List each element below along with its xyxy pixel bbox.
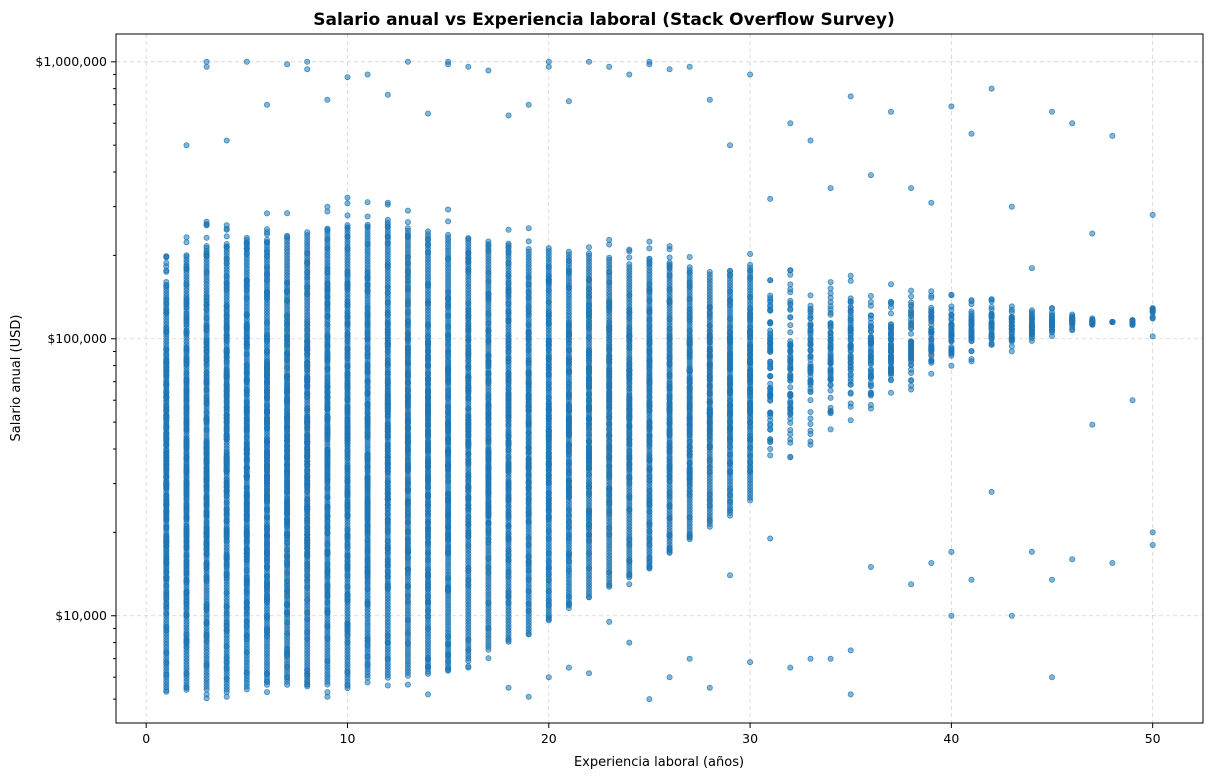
data-point bbox=[223, 240, 230, 247]
data-point bbox=[163, 253, 170, 260]
data-point bbox=[384, 221, 391, 228]
data-point bbox=[465, 235, 472, 242]
data-point bbox=[223, 233, 230, 240]
grid bbox=[116, 34, 1203, 723]
data-point bbox=[384, 199, 391, 206]
data-point bbox=[203, 221, 210, 228]
data-point bbox=[445, 231, 452, 238]
data-point bbox=[163, 259, 170, 266]
data-point bbox=[284, 232, 291, 239]
data-point bbox=[324, 203, 331, 210]
data-point bbox=[445, 206, 452, 213]
data-point bbox=[445, 218, 452, 225]
data-point bbox=[284, 210, 291, 217]
data-point bbox=[324, 225, 331, 232]
data-point bbox=[404, 207, 411, 214]
data-point bbox=[263, 229, 270, 236]
data-point bbox=[183, 234, 190, 241]
data-point bbox=[344, 194, 351, 201]
data-points bbox=[163, 58, 1156, 703]
data-point bbox=[163, 267, 170, 274]
data-point bbox=[364, 213, 371, 220]
data-point bbox=[404, 681, 411, 688]
data-point bbox=[203, 245, 210, 252]
data-point bbox=[424, 228, 431, 235]
data-point bbox=[404, 225, 411, 232]
data-point bbox=[404, 219, 411, 226]
data-point bbox=[364, 199, 371, 206]
data-point bbox=[344, 200, 351, 207]
data-point bbox=[263, 210, 270, 217]
data-point bbox=[203, 234, 210, 241]
data-point bbox=[485, 655, 492, 662]
data-point bbox=[223, 226, 230, 233]
data-point bbox=[344, 222, 351, 229]
chart-title: Salario anual vs Experiencia laboral (St… bbox=[313, 10, 894, 30]
data-point bbox=[364, 221, 371, 228]
data-point bbox=[243, 236, 250, 243]
data-point bbox=[163, 278, 170, 285]
data-point bbox=[344, 212, 351, 219]
data-point bbox=[304, 229, 311, 236]
data-point bbox=[183, 239, 190, 246]
data-point bbox=[183, 253, 190, 260]
data-point bbox=[263, 236, 270, 243]
